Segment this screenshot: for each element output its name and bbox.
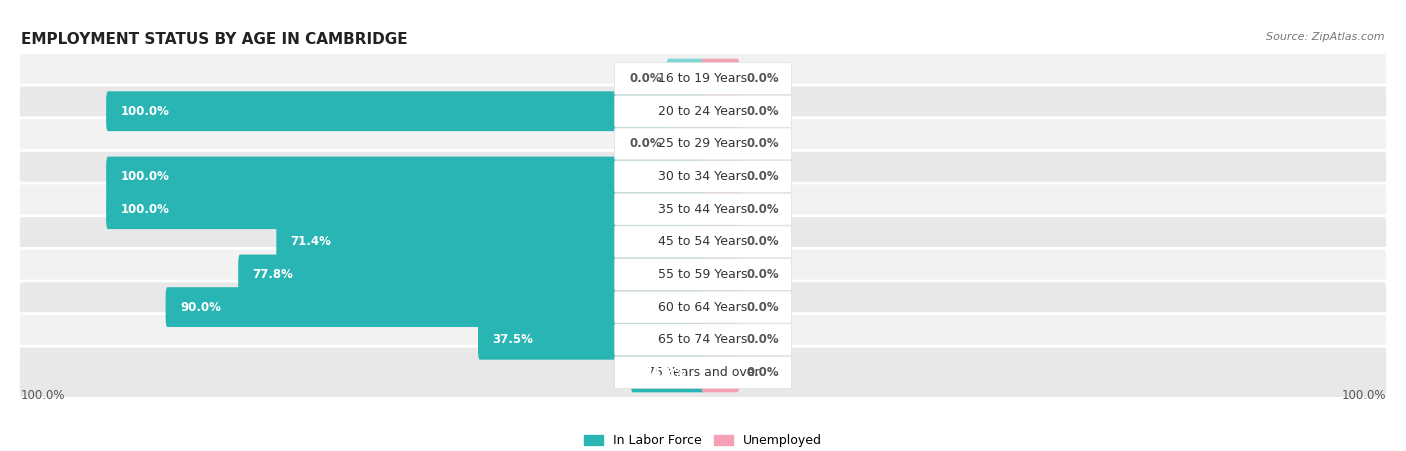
- Text: 16 to 19 Years: 16 to 19 Years: [658, 72, 748, 85]
- FancyBboxPatch shape: [702, 287, 740, 327]
- FancyBboxPatch shape: [614, 161, 792, 193]
- Text: 37.5%: 37.5%: [492, 333, 533, 346]
- Text: 30 to 34 Years: 30 to 34 Years: [658, 170, 748, 183]
- Text: 100.0%: 100.0%: [121, 105, 169, 118]
- Legend: In Labor Force, Unemployed: In Labor Force, Unemployed: [579, 429, 827, 451]
- FancyBboxPatch shape: [614, 63, 792, 95]
- FancyBboxPatch shape: [18, 313, 1388, 366]
- Text: 65 to 74 Years: 65 to 74 Years: [658, 333, 748, 346]
- Text: 0.0%: 0.0%: [630, 72, 662, 85]
- FancyBboxPatch shape: [18, 85, 1388, 138]
- Text: 35 to 44 Years: 35 to 44 Years: [658, 202, 748, 216]
- FancyBboxPatch shape: [18, 346, 1388, 399]
- FancyBboxPatch shape: [702, 124, 740, 164]
- FancyBboxPatch shape: [614, 258, 792, 290]
- Text: 77.8%: 77.8%: [253, 268, 294, 281]
- Text: 100.0%: 100.0%: [1341, 389, 1386, 402]
- Text: 0.0%: 0.0%: [747, 268, 779, 281]
- FancyBboxPatch shape: [18, 118, 1388, 170]
- Text: 20 to 24 Years: 20 to 24 Years: [658, 105, 748, 118]
- FancyBboxPatch shape: [18, 183, 1388, 235]
- Text: Source: ZipAtlas.com: Source: ZipAtlas.com: [1267, 32, 1385, 41]
- FancyBboxPatch shape: [666, 59, 704, 98]
- FancyBboxPatch shape: [702, 156, 740, 197]
- Text: 60 to 64 Years: 60 to 64 Years: [658, 301, 748, 313]
- FancyBboxPatch shape: [702, 59, 740, 98]
- Text: EMPLOYMENT STATUS BY AGE IN CAMBRIDGE: EMPLOYMENT STATUS BY AGE IN CAMBRIDGE: [21, 32, 408, 46]
- FancyBboxPatch shape: [631, 353, 704, 392]
- Text: 90.0%: 90.0%: [180, 301, 221, 313]
- Text: 75 Years and over: 75 Years and over: [647, 366, 759, 379]
- FancyBboxPatch shape: [105, 189, 704, 229]
- FancyBboxPatch shape: [614, 193, 792, 225]
- FancyBboxPatch shape: [18, 249, 1388, 300]
- FancyBboxPatch shape: [166, 287, 704, 327]
- Text: 71.4%: 71.4%: [291, 235, 332, 249]
- FancyBboxPatch shape: [702, 189, 740, 229]
- Text: 0.0%: 0.0%: [630, 138, 662, 150]
- Text: 0.0%: 0.0%: [747, 366, 779, 379]
- Text: 0.0%: 0.0%: [747, 235, 779, 249]
- FancyBboxPatch shape: [614, 226, 792, 258]
- Text: 0.0%: 0.0%: [747, 333, 779, 346]
- FancyBboxPatch shape: [277, 222, 704, 262]
- FancyBboxPatch shape: [614, 128, 792, 160]
- Text: 0.0%: 0.0%: [747, 138, 779, 150]
- Text: 11.8%: 11.8%: [645, 366, 686, 379]
- Text: 0.0%: 0.0%: [747, 72, 779, 85]
- Text: 45 to 54 Years: 45 to 54 Years: [658, 235, 748, 249]
- Text: 25 to 29 Years: 25 to 29 Years: [658, 138, 748, 150]
- FancyBboxPatch shape: [702, 222, 740, 262]
- FancyBboxPatch shape: [18, 281, 1388, 333]
- FancyBboxPatch shape: [18, 52, 1388, 105]
- FancyBboxPatch shape: [702, 92, 740, 131]
- Text: 100.0%: 100.0%: [121, 202, 169, 216]
- Text: 100.0%: 100.0%: [121, 170, 169, 183]
- FancyBboxPatch shape: [105, 92, 704, 131]
- FancyBboxPatch shape: [614, 95, 792, 127]
- Text: 100.0%: 100.0%: [20, 389, 65, 402]
- FancyBboxPatch shape: [702, 254, 740, 295]
- Text: 0.0%: 0.0%: [747, 170, 779, 183]
- FancyBboxPatch shape: [702, 353, 740, 392]
- FancyBboxPatch shape: [614, 291, 792, 323]
- FancyBboxPatch shape: [702, 320, 740, 359]
- FancyBboxPatch shape: [478, 320, 704, 359]
- Text: 0.0%: 0.0%: [747, 301, 779, 313]
- Text: 0.0%: 0.0%: [747, 105, 779, 118]
- FancyBboxPatch shape: [18, 151, 1388, 202]
- FancyBboxPatch shape: [18, 216, 1388, 268]
- Text: 55 to 59 Years: 55 to 59 Years: [658, 268, 748, 281]
- FancyBboxPatch shape: [614, 324, 792, 356]
- Text: 0.0%: 0.0%: [747, 202, 779, 216]
- FancyBboxPatch shape: [666, 124, 704, 164]
- FancyBboxPatch shape: [105, 156, 704, 197]
- FancyBboxPatch shape: [614, 356, 792, 388]
- FancyBboxPatch shape: [238, 254, 704, 295]
